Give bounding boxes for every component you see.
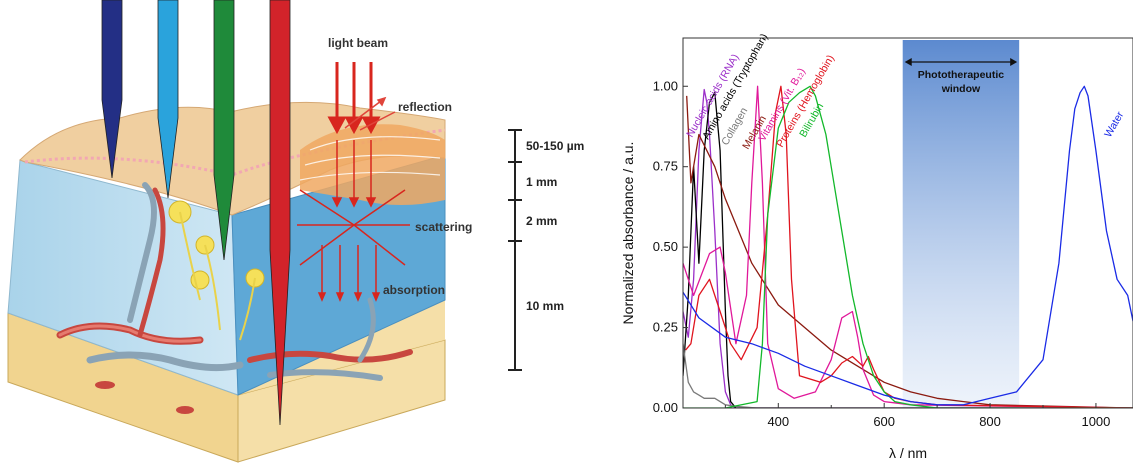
series-lines	[683, 85, 1133, 408]
y-tick-label: 0.25	[653, 320, 678, 335]
y-axis-label: Normalized absorbance / a.u.	[620, 142, 636, 325]
probe-4	[269, 0, 291, 426]
absorption-arrows	[317, 245, 381, 302]
depth-label-3: 2 mm	[526, 214, 557, 228]
y-tick-label: 0.50	[653, 239, 678, 254]
series-label-7: Water	[1102, 109, 1126, 139]
depth-label-1: 50-150 µm	[526, 139, 584, 153]
reflection-arrows	[344, 96, 396, 131]
glands	[168, 200, 265, 341]
reflection-label: reflection	[398, 100, 452, 114]
beam-label: light beam	[328, 36, 388, 50]
phototherapeutic-window-band	[902, 40, 1020, 408]
depth-scale: 50-150 µm 1 mm 2 mm 10 mm	[508, 129, 584, 371]
absorption-label: absorption	[383, 283, 445, 297]
y-tick-label: 0.75	[653, 159, 678, 174]
window-arrow-left	[904, 58, 912, 66]
series-line-1	[683, 92, 1133, 408]
skin-diagram: light beam reflection scattering	[7, 0, 472, 463]
series-line-6	[683, 85, 1133, 408]
scattering-arrows	[297, 189, 410, 266]
epidermis-lines	[299, 136, 441, 181]
series-line-7	[683, 85, 1133, 406]
y-tick-label: 1.00	[653, 78, 678, 93]
series-line-3	[686, 95, 1133, 408]
series-line-4	[683, 85, 1133, 408]
window-label-line2: window	[941, 83, 981, 95]
axes: 400 600 800 1000 0.00 0.25 0.50 0.75 1.00	[653, 78, 1111, 429]
series-line-2	[683, 343, 1133, 408]
x-axis-label: λ / nm	[889, 445, 927, 461]
x-tick-label: 800	[979, 414, 1001, 429]
beam-inner	[331, 140, 377, 208]
probe-2	[157, 0, 179, 199]
y-tick-label: 0.00	[653, 400, 678, 415]
probe-1	[101, 0, 123, 179]
probe-3	[213, 0, 235, 261]
plot-frame	[682, 37, 1133, 409]
window-arrow-right	[1010, 58, 1018, 66]
scattering-label: scattering	[415, 220, 472, 234]
window-label-line1: Phototherapeutic	[918, 69, 1004, 81]
window-arrow	[904, 58, 1018, 66]
x-tick-label: 400	[767, 414, 789, 429]
depth-label-2: 1 mm	[526, 175, 557, 189]
x-tick-label: 1000	[1081, 414, 1110, 429]
x-tick-label: 600	[873, 414, 895, 429]
series-line-0	[683, 88, 1133, 408]
absorbance-chart: Phototherapeutic window Nucleic acids (R…	[620, 32, 1133, 461]
depth-label-4: 10 mm	[526, 299, 564, 313]
